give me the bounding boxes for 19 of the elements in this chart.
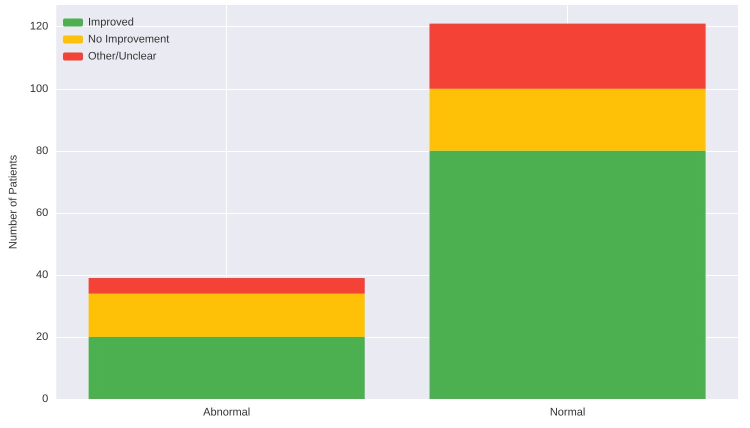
x-tick-label: Normal — [550, 406, 586, 418]
bar — [430, 88, 706, 151]
y-tick-label: 40 — [36, 268, 48, 281]
y-axis-title: Number of Patients — [8, 154, 20, 250]
legend-label: Improved — [88, 16, 134, 28]
bar — [88, 294, 365, 337]
y-tick-label: 0 — [42, 393, 48, 405]
y-tick-label: 120 — [30, 20, 48, 33]
x-tick-label: Abnormal — [203, 406, 250, 418]
bar — [430, 24, 706, 89]
y-tick-label: 20 — [36, 330, 48, 343]
legend-label: No Improvement — [88, 34, 170, 46]
bar — [88, 336, 365, 399]
y-tick-label: 100 — [30, 82, 48, 95]
bar — [88, 278, 365, 294]
y-tick-label: 60 — [36, 206, 48, 219]
bar — [430, 150, 706, 399]
y-tick-label: 80 — [36, 144, 48, 157]
legend-label: Other/Unclear — [88, 50, 157, 62]
